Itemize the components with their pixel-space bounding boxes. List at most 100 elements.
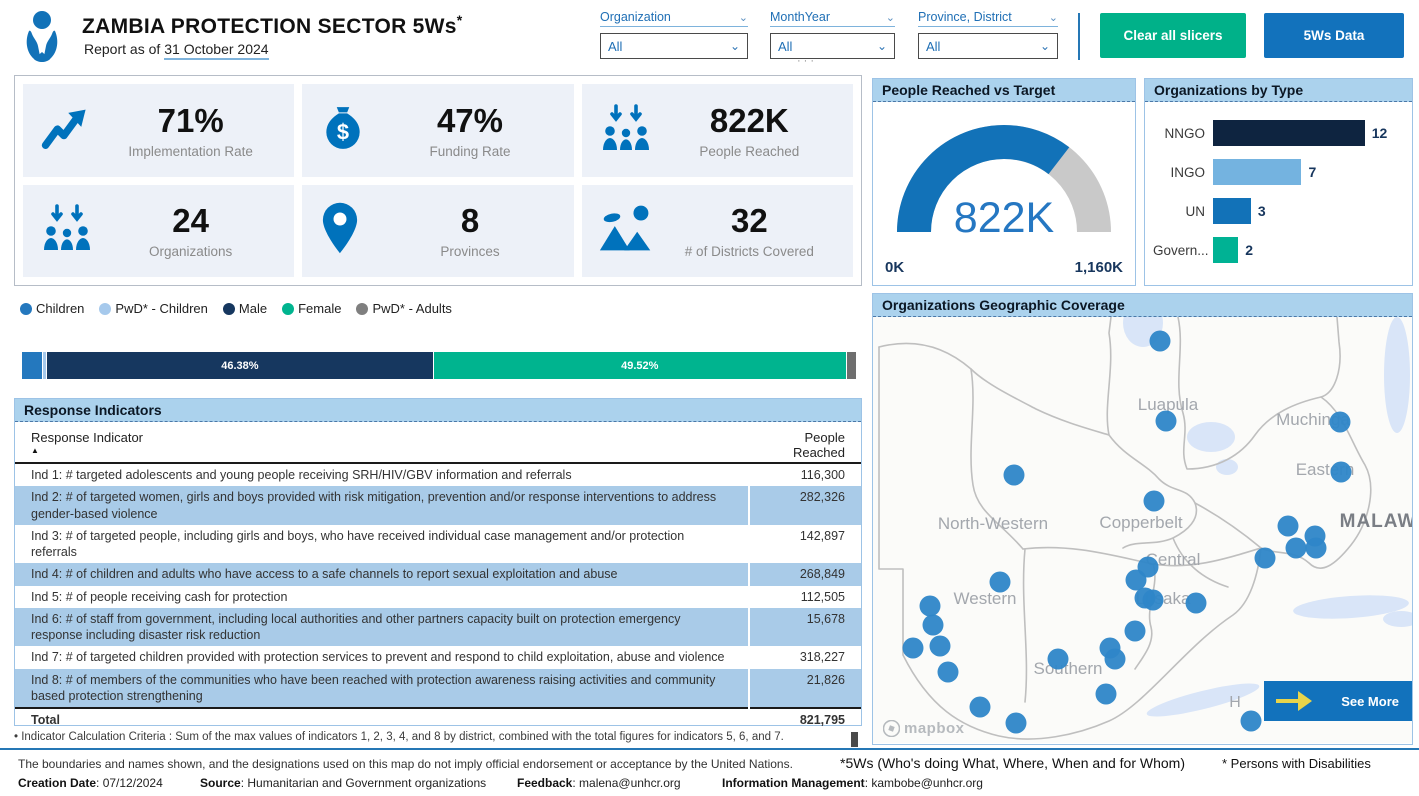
bar-category-label: INGO xyxy=(1170,164,1205,180)
coverage-dot[interactable] xyxy=(1125,569,1147,591)
legend-item[interactable]: Children xyxy=(20,301,84,316)
organization-slicer-header[interactable]: Organization ⌄ xyxy=(600,10,748,27)
province-district-slicer-dropdown[interactable]: All ⌄ xyxy=(918,33,1058,59)
org-type-bar-row[interactable]: Govern... 2 xyxy=(1153,237,1398,263)
creation-date: Creation Date: 07/12/2024 xyxy=(18,776,163,790)
stacked-segment-children[interactable] xyxy=(22,352,44,379)
indicator-cell: Ind 6: # of staff from government, inclu… xyxy=(31,611,681,642)
legend-label: Male xyxy=(238,301,268,316)
map-label-h: H xyxy=(1229,694,1241,711)
people-reached-cell: 318,227 xyxy=(799,650,845,665)
coverage-dot[interactable] xyxy=(922,614,944,636)
trend-up-icon xyxy=(39,102,103,159)
people-reached-cell: 116,300 xyxy=(800,468,845,482)
coverage-dot[interactable] xyxy=(919,595,941,617)
stacked-segment-pwd-children[interactable] xyxy=(43,352,48,379)
coverage-dot[interactable] xyxy=(1305,537,1327,559)
table-row[interactable]: Ind 1: # targeted adolescents and young … xyxy=(15,463,861,486)
gauge-max-label: 1,160K xyxy=(1074,259,1123,276)
see-more-button[interactable]: See More xyxy=(1264,681,1412,721)
table-row[interactable]: Ind 3: # of targeted people, including g… xyxy=(15,525,861,564)
bar[interactable] xyxy=(1213,159,1302,185)
chevron-down-icon: ⌄ xyxy=(1039,39,1050,53)
monthyear-slicer-dropdown[interactable]: All ⌄ xyxy=(770,33,895,59)
org-type-bar-chart: NNGO 12 INGO 7 UN 3 Govern... 2 xyxy=(1145,102,1412,263)
coverage-dot[interactable] xyxy=(1142,589,1164,611)
table-row[interactable]: Ind 7: # of targeted children provided w… xyxy=(15,646,861,668)
org-type-bar-row[interactable]: INGO 7 xyxy=(1153,159,1398,185)
zambia-map[interactable]: Luapula Muchinga Eastern North-Western Coppe… xyxy=(873,317,1412,743)
table-row[interactable]: Ind 5: # of people receiving cash for pr… xyxy=(15,586,861,608)
organizations-by-type-panel: Organizations by Type NNGO 12 INGO 7 UN 3 Gove… xyxy=(1144,78,1413,286)
coverage-dot[interactable] xyxy=(969,696,991,718)
stacked-segment-male[interactable]: 46.38% xyxy=(47,352,434,379)
people-reached-cell: 142,897 xyxy=(799,528,845,543)
legend-color-chip xyxy=(99,302,112,315)
coverage-dot[interactable] xyxy=(902,637,924,659)
monthyear-slicer-header[interactable]: MonthYear ⌄ xyxy=(770,10,895,27)
province-district-slicer-header[interactable]: Province, District ⌄ xyxy=(918,10,1058,27)
coverage-dot[interactable] xyxy=(989,571,1011,593)
mapbox-logo-icon xyxy=(883,720,900,737)
coverage-dot[interactable] xyxy=(1003,464,1025,486)
visual-options-ellipsis-icon[interactable]: ··· xyxy=(797,55,817,67)
stacked-segment-female[interactable]: 49.52% xyxy=(433,352,847,379)
legend-item[interactable]: Male xyxy=(222,301,268,316)
kpi-value: 32 xyxy=(730,202,768,240)
header-divider xyxy=(1078,13,1080,60)
coverage-dot[interactable] xyxy=(1149,330,1171,352)
coverage-dot[interactable] xyxy=(929,635,951,657)
province-district-slicer: Province, District ⌄ All ⌄ xyxy=(918,10,1058,59)
coverage-dot[interactable] xyxy=(1185,592,1207,614)
column-header-response-indicator[interactable]: Response Indicator ▲ xyxy=(15,422,749,464)
coverage-dot[interactable] xyxy=(1095,683,1117,705)
column-header-people-reached[interactable]: People Reached xyxy=(749,422,861,464)
bar-track: 2 xyxy=(1213,237,1398,263)
legend-item[interactable]: PwD* - Children xyxy=(99,301,208,316)
bar[interactable] xyxy=(1213,120,1365,146)
clear-all-slicers-button[interactable]: Clear all slicers xyxy=(1100,13,1246,58)
people-reached-cell: 268,849 xyxy=(748,563,861,586)
coverage-dot[interactable] xyxy=(1005,712,1027,734)
bar[interactable] xyxy=(1213,198,1251,224)
stacked-segment-pwd-adults[interactable] xyxy=(846,352,856,379)
coverage-dot[interactable] xyxy=(937,661,959,683)
legend-item[interactable]: PwD* - Adults xyxy=(356,301,452,316)
slicer-value: All xyxy=(926,38,941,54)
chevron-down-icon: ⌄ xyxy=(729,39,740,53)
legend-color-chip xyxy=(282,302,295,315)
coverage-dot[interactable] xyxy=(1124,620,1146,642)
panel-title: Organizations by Type xyxy=(1145,79,1412,102)
coverage-dot[interactable] xyxy=(1240,710,1262,732)
mapbox-attribution[interactable]: mapbox xyxy=(883,720,965,737)
bar[interactable] xyxy=(1213,237,1239,263)
kpi-provinces: 8 Provinces xyxy=(302,184,574,277)
map-pin-icon xyxy=(318,201,382,260)
scrollbar-thumb[interactable] xyxy=(851,732,858,747)
coverage-dot[interactable] xyxy=(1143,490,1165,512)
arrow-right-icon xyxy=(1276,691,1312,711)
map-label-central: Central xyxy=(1145,550,1201,569)
coverage-dot[interactable] xyxy=(1104,648,1126,670)
coverage-dot[interactable] xyxy=(1285,537,1307,559)
organization-slicer: Organization ⌄ All ⌄ xyxy=(600,10,748,59)
coverage-dot[interactable] xyxy=(1047,648,1069,670)
5ws-data-button[interactable]: 5Ws Data xyxy=(1264,13,1404,58)
coverage-dot[interactable] xyxy=(1330,461,1352,483)
table-row[interactable]: Ind 4: # of children and adults who have… xyxy=(15,563,861,586)
coverage-dot[interactable] xyxy=(1155,410,1177,432)
total-label-cell: Total xyxy=(15,706,749,732)
organization-slicer-dropdown[interactable]: All ⌄ xyxy=(600,33,748,59)
slicer-value: All xyxy=(608,38,623,54)
table-row[interactable]: Ind 2: # of targeted women, girls and bo… xyxy=(15,486,861,525)
gauge-chart[interactable]: 822K 0K 1,160K xyxy=(873,102,1135,284)
coverage-dot[interactable] xyxy=(1277,515,1299,537)
table-row[interactable]: Ind 6: # of staff from government, inclu… xyxy=(15,607,861,647)
org-type-bar-row[interactable]: UN 3 xyxy=(1153,198,1398,224)
legend-item[interactable]: Female xyxy=(282,301,341,316)
table-row[interactable]: Ind 8: # of members of the communities w… xyxy=(15,668,861,708)
coverage-dot[interactable] xyxy=(1254,547,1276,569)
org-type-bar-row[interactable]: NNGO 12 xyxy=(1153,120,1398,146)
monthyear-slicer: MonthYear ⌄ All ⌄ xyxy=(770,10,895,59)
coverage-dot[interactable] xyxy=(1329,411,1351,433)
